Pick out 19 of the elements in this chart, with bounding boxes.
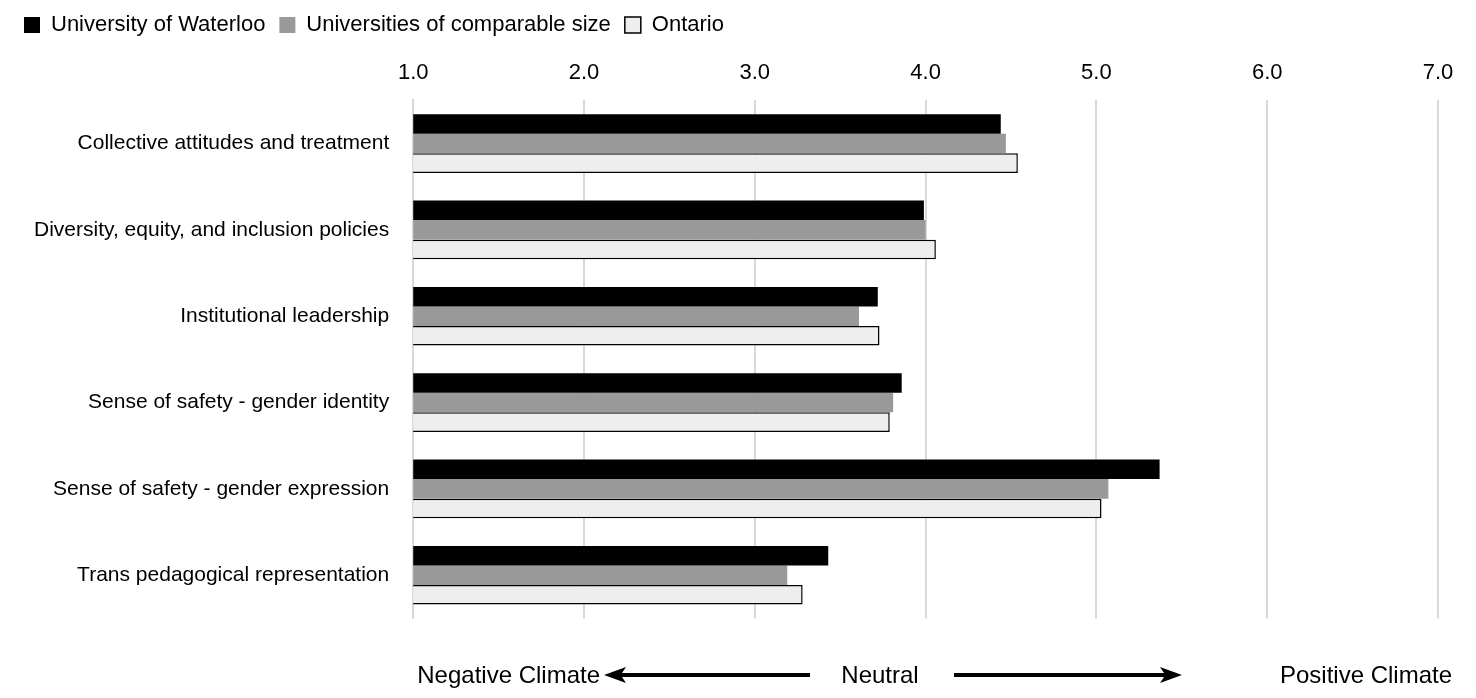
y-tick-label: Collective attitudes and treatment xyxy=(77,130,390,154)
x-tick-label: 2.0 xyxy=(568,59,600,85)
x-tick-label: 4.0 xyxy=(910,59,941,85)
x-tick-label: 5.0 xyxy=(1081,59,1112,85)
x-tick-label: 1.0 xyxy=(397,59,429,85)
x-tick-label: 3.0 xyxy=(739,59,771,85)
legend-label: Ontario xyxy=(651,11,724,37)
legend-label: Universities of comparable size xyxy=(306,11,611,37)
y-tick-label: Trans pedagogical representation xyxy=(77,562,390,586)
y-tick-label: Sense of safety - gender identity xyxy=(88,389,390,413)
y-tick-label: Sense of safety - gender expression xyxy=(53,475,390,499)
text: Positive Climate xyxy=(1278,660,1452,690)
text: Negative Climate xyxy=(416,660,600,690)
y-tick-label: Diversity, equity, and inclusion policies xyxy=(34,216,390,240)
x-tick-label: 7.0 xyxy=(1422,59,1454,85)
text: Neutral xyxy=(840,660,920,690)
y-tick-label: Institutional leadership xyxy=(180,303,390,327)
legend-label: University of Waterloo xyxy=(51,11,266,37)
x-tick-label: 6.0 xyxy=(1251,59,1283,85)
